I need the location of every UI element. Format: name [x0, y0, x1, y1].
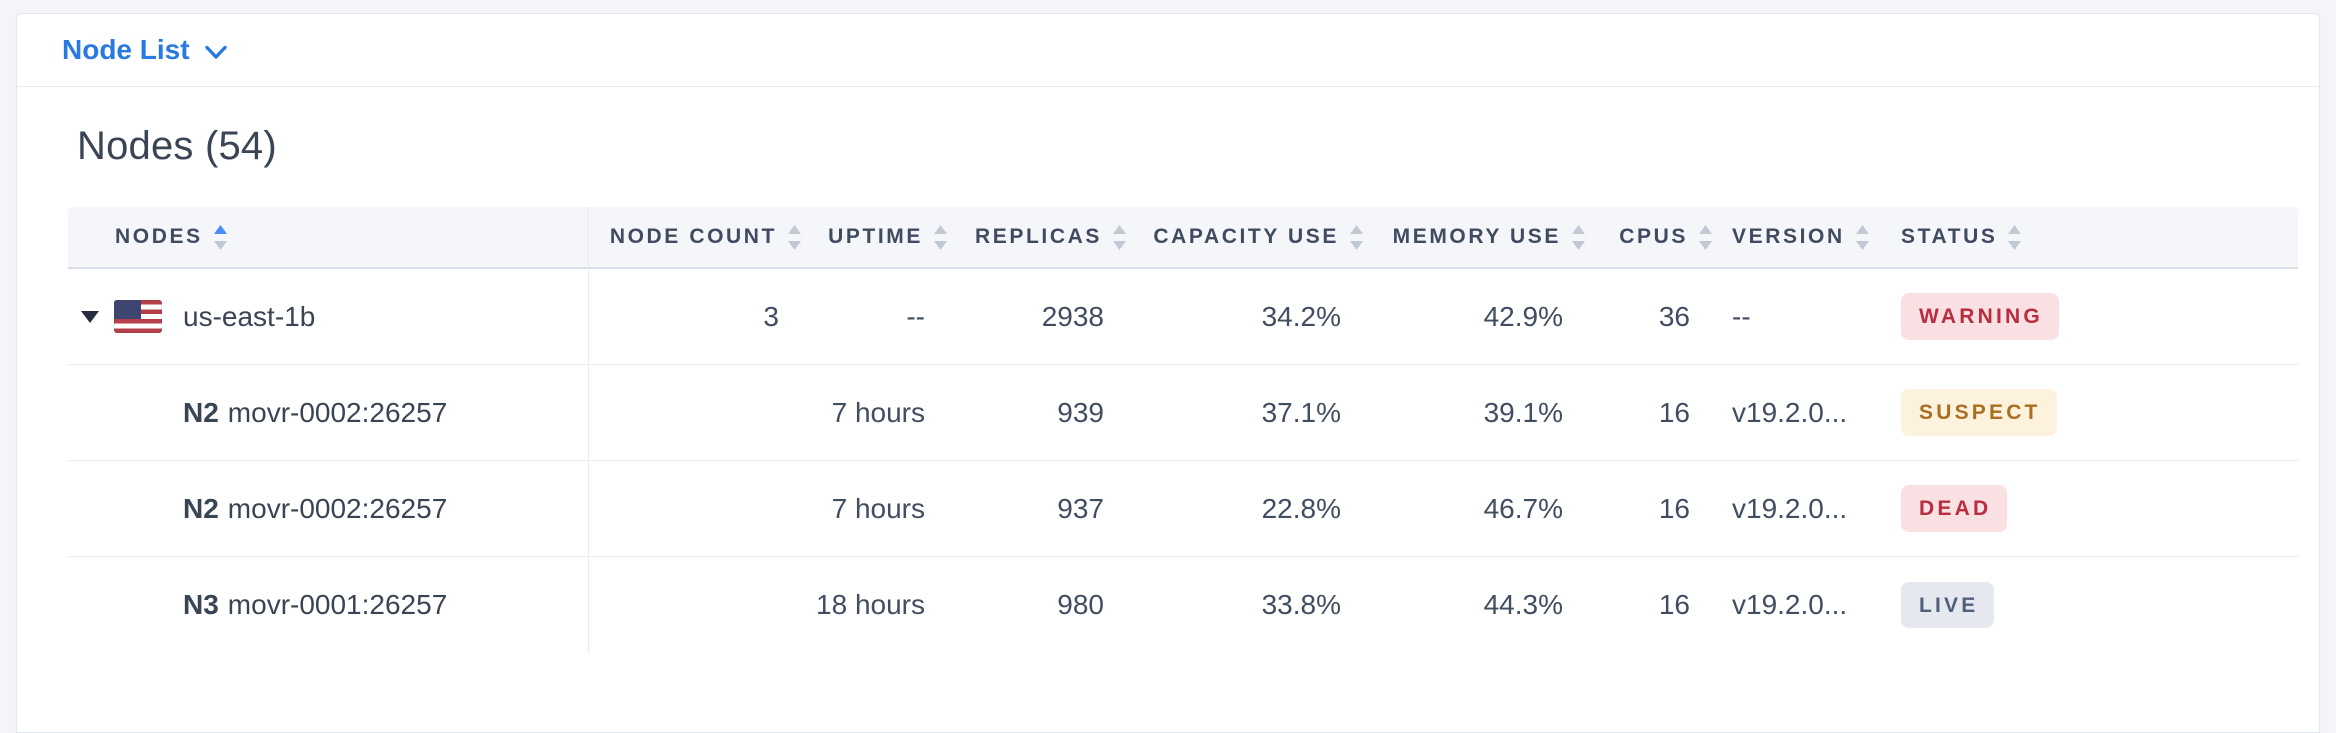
collapse-caret-icon[interactable]: [81, 310, 114, 323]
us-flag-icon: [114, 300, 162, 333]
cell-uptime: 7 hours: [805, 365, 951, 461]
node-id: N3: [183, 589, 219, 620]
column-header-version[interactable]: VERSION: [1716, 207, 1885, 269]
cell-memory-use: 42.9%: [1367, 269, 1589, 365]
sort-icon: [1855, 224, 1869, 250]
sort-icon: [1572, 224, 1585, 250]
cell-version: v19.2.0...: [1716, 461, 1885, 557]
cell-version: v19.2.0...: [1716, 557, 1885, 653]
column-label: VERSION: [1732, 225, 1845, 248]
chevron-down-icon: [204, 45, 227, 59]
sort-icon: [1113, 224, 1126, 250]
cell-node-count: 3: [589, 269, 805, 365]
cell-cpus: 16: [1589, 365, 1716, 461]
node-id: N2: [183, 396, 219, 428]
cell-memory-use: 46.7%: [1367, 461, 1589, 557]
column-label: STATUS: [1901, 225, 1998, 248]
node-address: movr-0002:26257: [227, 396, 448, 428]
column-label: CPUS: [1619, 225, 1688, 248]
status-badge: SUSPECT: [1901, 389, 2057, 436]
column-header-status[interactable]: STATUS: [1885, 207, 2298, 269]
nodes-table: NODES NODE COUNT: [68, 207, 2319, 653]
node-address: movr-0002:26257: [227, 492, 448, 524]
column-header-nodes[interactable]: NODES: [68, 207, 589, 269]
column-label: UPTIME: [828, 225, 923, 248]
column-label: REPLICAS: [975, 225, 1102, 248]
column-header-node-count[interactable]: NODE COUNT: [589, 207, 805, 269]
cell-node-count: [589, 557, 805, 653]
cell-uptime: 7 hours: [805, 461, 951, 557]
column-header-capacity-use[interactable]: CAPACITY USE: [1130, 207, 1367, 269]
page-title: Nodes (54): [77, 124, 277, 168]
cell-node-count: [589, 365, 805, 461]
cell-capacity-use: 22.8%: [1130, 461, 1367, 557]
cell-uptime: 18 hours: [805, 557, 951, 653]
cell-replicas: 2938: [951, 269, 1130, 365]
region-name: us-east-1b: [183, 300, 316, 332]
sort-icon: [213, 224, 227, 250]
sort-icon: [1699, 224, 1712, 250]
table-header-row: NODES NODE COUNT: [68, 207, 2298, 269]
cell-version: --: [1716, 269, 1885, 365]
cell-replicas: 939: [951, 365, 1130, 461]
table-row-node[interactable]: N2 movr-0002:26257 7 hours 939 37.1% 39.1…: [68, 365, 2298, 461]
cell-capacity-use: 34.2%: [1130, 269, 1367, 365]
cell-replicas: 980: [951, 557, 1130, 653]
cell-memory-use: 39.1%: [1367, 365, 1589, 461]
status-badge: DEAD: [1901, 485, 2008, 532]
sort-icon: [1350, 224, 1363, 250]
cell-cpus: 16: [1589, 461, 1716, 557]
cell-replicas: 937: [951, 461, 1130, 557]
table-row-node[interactable]: N2 movr-0002:26257 7 hours 937 22.8% 46.7…: [68, 461, 2298, 557]
column-header-replicas[interactable]: REPLICAS: [951, 207, 1130, 269]
table-row-node[interactable]: N3 movr-0001:26257 18 hours 980 33.8% 44.…: [68, 557, 2298, 653]
column-header-uptime[interactable]: UPTIME: [805, 207, 951, 269]
column-label: CAPACITY USE: [1153, 225, 1339, 248]
table-row-region[interactable]: us-east-1b 3 -- 2938 34.2% 42.9% 36 -- W…: [68, 269, 2298, 365]
view-dropdown-label: Node List: [62, 34, 190, 65]
status-badge: LIVE: [1901, 581, 1995, 629]
view-bar: Node List: [17, 14, 2319, 87]
sort-icon: [934, 224, 947, 250]
cell-node-count: [589, 461, 805, 557]
cell-uptime: --: [805, 269, 951, 365]
column-label: NODE COUNT: [609, 225, 777, 248]
cell-capacity-use: 37.1%: [1130, 365, 1367, 461]
sort-icon: [788, 224, 801, 250]
status-badge: WARNING: [1901, 293, 2059, 340]
view-dropdown[interactable]: Node List: [62, 34, 227, 66]
cell-cpus: 36: [1589, 269, 1716, 365]
node-id: N2: [183, 492, 219, 524]
cell-cpus: 16: [1589, 557, 1716, 653]
node-address: movr-0001:26257: [227, 589, 448, 620]
node-list-card: Node List Nodes (54) NODES: [16, 13, 2320, 733]
column-header-memory-use[interactable]: MEMORY USE: [1367, 207, 1589, 269]
column-header-cpus[interactable]: CPUS: [1589, 207, 1716, 269]
column-label: MEMORY USE: [1392, 225, 1561, 248]
sort-icon: [2008, 224, 2022, 250]
column-label: NODES: [115, 225, 203, 248]
cell-version: v19.2.0...: [1716, 365, 1885, 461]
cell-memory-use: 44.3%: [1367, 557, 1589, 653]
cell-capacity-use: 33.8%: [1130, 557, 1367, 653]
